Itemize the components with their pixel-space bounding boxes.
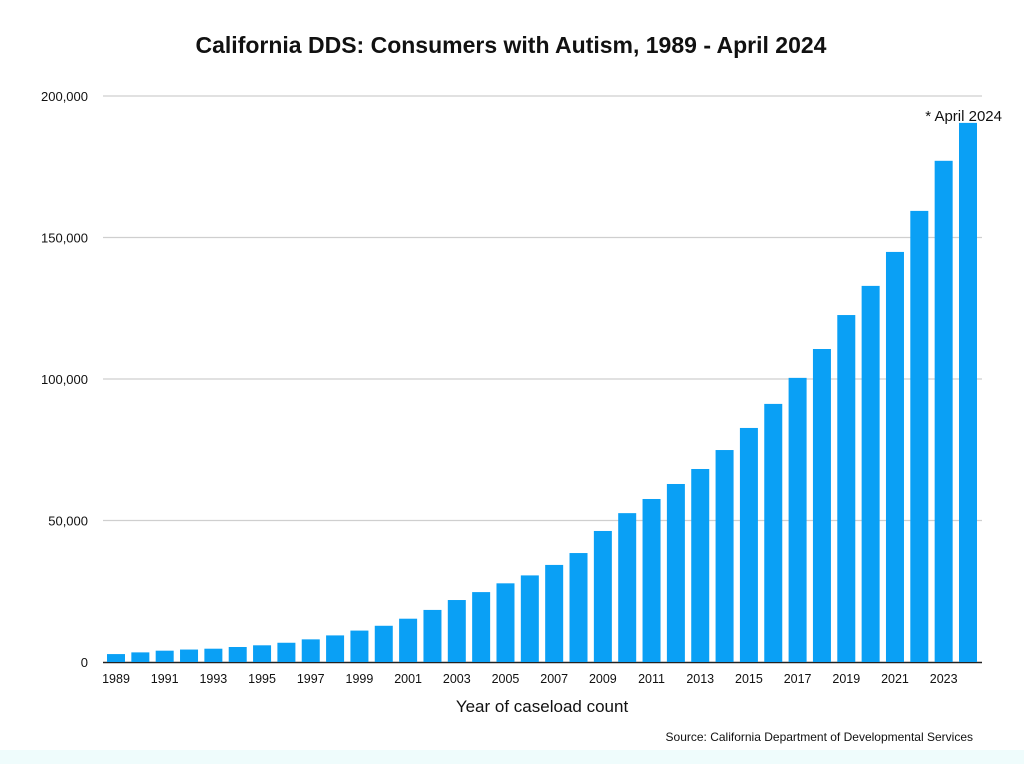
bar-2017 — [788, 377, 807, 662]
bar-2015 — [739, 427, 758, 662]
x-tick-label: 2009 — [589, 672, 617, 686]
bar-2004 — [472, 592, 491, 662]
bar-2007 — [545, 564, 564, 662]
bar-2019 — [837, 315, 856, 662]
bar-1994 — [228, 647, 247, 662]
bar-1989 — [107, 654, 125, 662]
source-note: Source: California Department of Develop… — [666, 730, 973, 744]
x-tick-label: 2007 — [540, 672, 568, 686]
x-tick-label: 2003 — [443, 672, 471, 686]
bar-2013 — [691, 468, 710, 662]
y-tick-label: 0 — [81, 655, 88, 670]
x-tick-label: 2011 — [638, 672, 665, 686]
bar-2024 — [959, 122, 977, 662]
bar-2020 — [861, 285, 880, 662]
bar-1998 — [326, 635, 345, 662]
bar-1999 — [350, 630, 369, 662]
y-tick-label: 100,000 — [41, 372, 88, 387]
x-tick-label: 2017 — [784, 672, 812, 686]
x-tick-label: 2001 — [394, 672, 422, 686]
bar-1996 — [277, 642, 296, 662]
x-tick-label: 1997 — [297, 672, 325, 686]
x-tick-label: 1989 — [102, 672, 130, 686]
bar-2014 — [715, 450, 734, 662]
bar-2001 — [399, 618, 418, 662]
x-tick-label: 1995 — [248, 672, 276, 686]
y-tick-label: 150,000 — [41, 231, 88, 246]
x-tick-label: 1999 — [346, 672, 374, 686]
bar-1997 — [301, 639, 320, 662]
bar-2002 — [423, 609, 442, 662]
bar-2016 — [764, 403, 783, 662]
bar-2018 — [812, 349, 831, 662]
bar-2008 — [569, 553, 588, 662]
bar-1995 — [253, 645, 272, 662]
bar-2003 — [447, 600, 466, 662]
bar-2006 — [520, 575, 539, 662]
annotation-april-2024: * April 2024 — [925, 108, 1002, 125]
bar-2011 — [642, 498, 661, 662]
bar-2005 — [496, 583, 515, 662]
x-tick-label: 2019 — [832, 672, 860, 686]
x-axis-label: Year of caseload count — [456, 697, 629, 716]
bar-1992 — [180, 649, 199, 662]
bar-1993 — [204, 648, 223, 662]
y-tick-label: 200,000 — [41, 89, 88, 104]
x-tick-label: 2015 — [735, 672, 763, 686]
chart-title: California DDS: Consumers with Autism, 1… — [196, 32, 827, 58]
x-tick-label: 2023 — [930, 672, 958, 686]
x-tick-label: 2005 — [492, 672, 520, 686]
bar-2010 — [618, 513, 637, 662]
bar-1990 — [131, 652, 150, 662]
x-tick-label: 1991 — [151, 672, 179, 686]
bar-2021 — [885, 251, 904, 663]
bar-2012 — [666, 483, 685, 662]
y-tick-label: 50,000 — [48, 514, 88, 529]
bar-1991 — [155, 650, 174, 662]
x-tick-label: 1993 — [199, 672, 227, 686]
bar-2000 — [374, 625, 393, 662]
x-tick-label: 2013 — [686, 672, 714, 686]
bar-2022 — [910, 210, 929, 662]
bar-2023 — [934, 160, 953, 662]
bar-2009 — [593, 530, 612, 662]
x-tick-label: 2021 — [881, 672, 909, 686]
